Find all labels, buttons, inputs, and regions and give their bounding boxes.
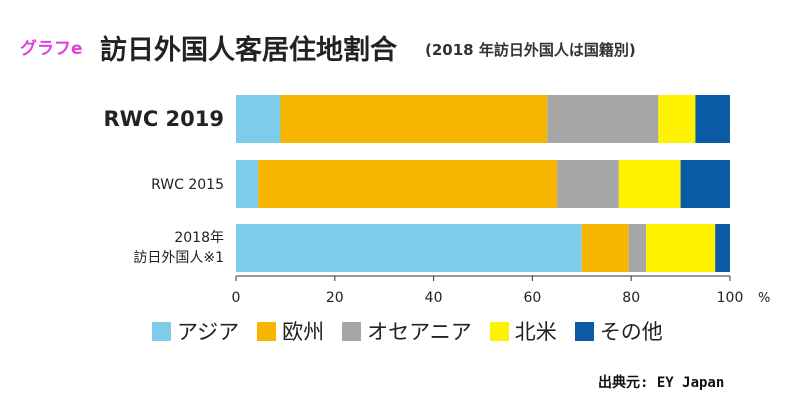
legend-swatch-other: [574, 321, 594, 341]
bar-segment-other-row-3: [715, 224, 730, 272]
bar-segment-other-row-2: [680, 160, 730, 208]
legend-item-europe: 欧州: [257, 316, 324, 346]
x-tick-label-100: 100: [717, 290, 744, 306]
chart-subtitle: (2018 年訪日外国人は国籍別): [425, 41, 636, 59]
bar-segment-asia-row-1: [236, 95, 281, 143]
bar-segment-europe-row-1: [280, 95, 548, 143]
legend-label-oceania: オセアニア: [367, 320, 472, 344]
chart-title: 訪日外国人客居住地割合: [100, 35, 397, 66]
legend-item-other: その他: [574, 316, 663, 346]
x-tick-label-40: 40: [425, 290, 443, 306]
x-tick-label-0: 0: [232, 290, 241, 306]
figure-tag: グラフe: [20, 39, 83, 59]
legend-item-asia: アジア: [152, 316, 239, 346]
bar-segment-asia-row-2: [236, 160, 259, 208]
x-axis-unit: %: [758, 291, 770, 306]
x-tick-label-20: 20: [326, 290, 344, 306]
legend-label-asia: アジア: [177, 320, 240, 344]
category-label-line1-row-3: 2018年: [174, 230, 224, 246]
bar-segment-north-america-row-1: [658, 95, 696, 143]
bar-segment-north-america-row-2: [618, 160, 681, 208]
bar-segment-other-row-1: [695, 95, 730, 143]
bar-segment-europe-row-2: [258, 160, 558, 208]
chart-legend: アジア 欧州 オセアニア 北米 その他: [152, 316, 681, 346]
legend-swatch-europe: [257, 321, 277, 341]
legend-label-other: その他: [599, 320, 663, 344]
bar-segment-asia-row-3: [236, 224, 582, 272]
legend-swatch-asia: [152, 321, 171, 341]
bar-segment-north-america-row-3: [646, 224, 716, 272]
source-credit: 出典元: EY Japan: [598, 375, 725, 391]
legend-label-north-america: 北米: [514, 320, 557, 344]
legend-item-north-america: 北米: [489, 316, 557, 346]
legend-swatch-north-america: [489, 321, 509, 341]
bar-segment-europe-row-3: [581, 224, 629, 272]
bar-segment-oceania-row-1: [547, 95, 659, 143]
legend-label-europe: 欧州: [282, 320, 325, 344]
category-label-row-1: RWC 2019: [103, 107, 224, 131]
x-tick-label-80: 80: [622, 290, 640, 306]
category-label-line2-row-3: 訪日外国人※1: [133, 250, 224, 266]
category-label-row-2: RWC 2015: [151, 177, 224, 193]
legend-item-oceania: オセアニア: [342, 316, 472, 346]
x-tick-label-60: 60: [523, 290, 541, 306]
bar-segment-oceania-row-2: [557, 160, 619, 208]
bar-segment-oceania-row-3: [628, 224, 647, 272]
legend-swatch-oceania: [342, 321, 362, 341]
